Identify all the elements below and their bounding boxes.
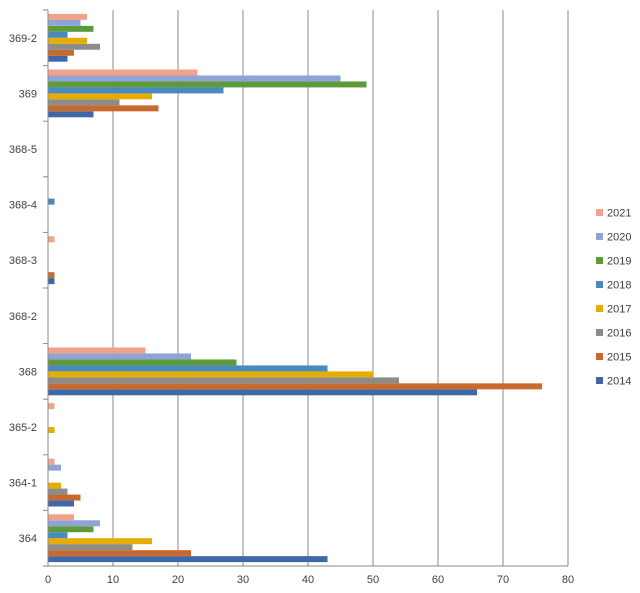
legend-label-2015: 2015 [607, 352, 631, 364]
legend-swatch-2018 [596, 281, 603, 288]
bar-364-2019 [48, 526, 94, 533]
legend-label-2020: 2020 [607, 232, 631, 244]
bar-368-2021 [48, 347, 146, 354]
x-tick-label-30: 30 [237, 574, 249, 586]
y-tick-label-368-3: 368-3 [9, 255, 37, 267]
bar-368-3-2014 [48, 278, 55, 285]
y-tick-label-368-2: 368-2 [9, 311, 37, 323]
x-tick-label-50: 50 [367, 574, 379, 586]
legend-label-2021: 2021 [607, 208, 631, 220]
legend-label-2018: 2018 [607, 280, 631, 292]
legend-swatch-2019 [596, 257, 603, 264]
x-tick-label-0: 0 [45, 574, 51, 586]
y-tick-label-365-2: 365-2 [9, 422, 37, 434]
legend-label-2016: 2016 [607, 328, 631, 340]
bar-368-2015 [48, 383, 542, 390]
legend-label-2017: 2017 [607, 304, 631, 316]
legend-swatch-2016 [596, 329, 603, 336]
bar-368-2014 [48, 389, 477, 396]
bar-369-2-2020 [48, 19, 81, 26]
bar-368-3-2015 [48, 272, 55, 279]
bar-369-2016 [48, 99, 120, 106]
bar-369-2019 [48, 81, 367, 88]
bar-364-2016 [48, 544, 133, 551]
y-tick-label-368-5: 368-5 [9, 144, 37, 156]
x-tick-label-10: 10 [107, 574, 119, 586]
bar-369-2-2016 [48, 43, 100, 50]
y-tick-label-364: 364 [19, 533, 37, 545]
bar-369-2-2015 [48, 49, 74, 56]
legend-label-2014: 2014 [607, 376, 631, 388]
bar-364-1-2015 [48, 494, 81, 501]
y-tick-label-369-2: 369-2 [9, 33, 37, 45]
axes: 0 10 20 30 40 50 60 70 80 364 364-1 365-2 368 368-2 36… [9, 9, 574, 586]
bar-369-2020 [48, 75, 341, 82]
legend-label-2019: 2019 [607, 256, 631, 268]
bar-364-2021 [48, 514, 74, 521]
bar-369-2017 [48, 93, 152, 100]
legend-swatch-2015 [596, 353, 603, 360]
legend-swatch-2017 [596, 305, 603, 312]
bar-369-2-2014 [48, 55, 68, 62]
bar-365-2-2021 [48, 403, 55, 410]
bar-369-2018 [48, 87, 224, 94]
bar-364-2014 [48, 556, 328, 563]
bars [48, 13, 542, 563]
bar-365-2-2017 [48, 427, 55, 433]
legend-swatch-2020 [596, 233, 603, 240]
bar-364-1-2016 [48, 488, 68, 495]
bar-364-2018 [48, 532, 68, 539]
bar-364-1-2020 [48, 464, 61, 471]
y-tick-label-368: 368 [19, 366, 37, 378]
bar-369-2021 [48, 69, 198, 76]
bar-369-2-2018 [48, 31, 68, 38]
bar-369-2-2019 [48, 25, 94, 32]
x-tick-label-80: 80 [562, 574, 574, 586]
bar-368-2020 [48, 353, 191, 360]
bar-368-2017 [48, 371, 373, 378]
gridlines [112, 10, 569, 566]
x-tick-label-60: 60 [432, 574, 444, 586]
bar-368-2019 [48, 359, 237, 366]
bar-364-1-2014 [48, 500, 74, 507]
bar-364-1-2021 [48, 458, 55, 465]
bar-364-1-2017 [48, 482, 61, 489]
y-tick-label-364-1: 364-1 [9, 478, 37, 490]
x-tick-label-70: 70 [497, 574, 509, 586]
bar-369-2015 [48, 105, 159, 112]
bar-368-2016 [48, 377, 399, 384]
y-tick-label-368-4: 368-4 [9, 200, 37, 212]
bar-368-2018 [48, 365, 328, 372]
x-tick-label-40: 40 [302, 574, 314, 586]
bar-369-2-2017 [48, 37, 87, 44]
bar-364-2020 [48, 520, 100, 527]
bar-364-2015 [48, 550, 191, 557]
legend-swatch-2014 [596, 377, 603, 384]
bar-368-4-2018 [48, 198, 55, 205]
bar-369-2014 [48, 111, 94, 118]
legend-swatch-2021 [596, 209, 603, 216]
x-tick-label-20: 20 [172, 574, 184, 586]
bar-369-2-2021 [48, 13, 87, 20]
bar-368-3-2021 [48, 236, 55, 243]
legend: 2021 2020 2019 2018 2017 2016 2015 2014 [596, 208, 631, 388]
y-tick-label-369: 369 [19, 88, 37, 100]
bar-364-2017 [48, 538, 152, 545]
